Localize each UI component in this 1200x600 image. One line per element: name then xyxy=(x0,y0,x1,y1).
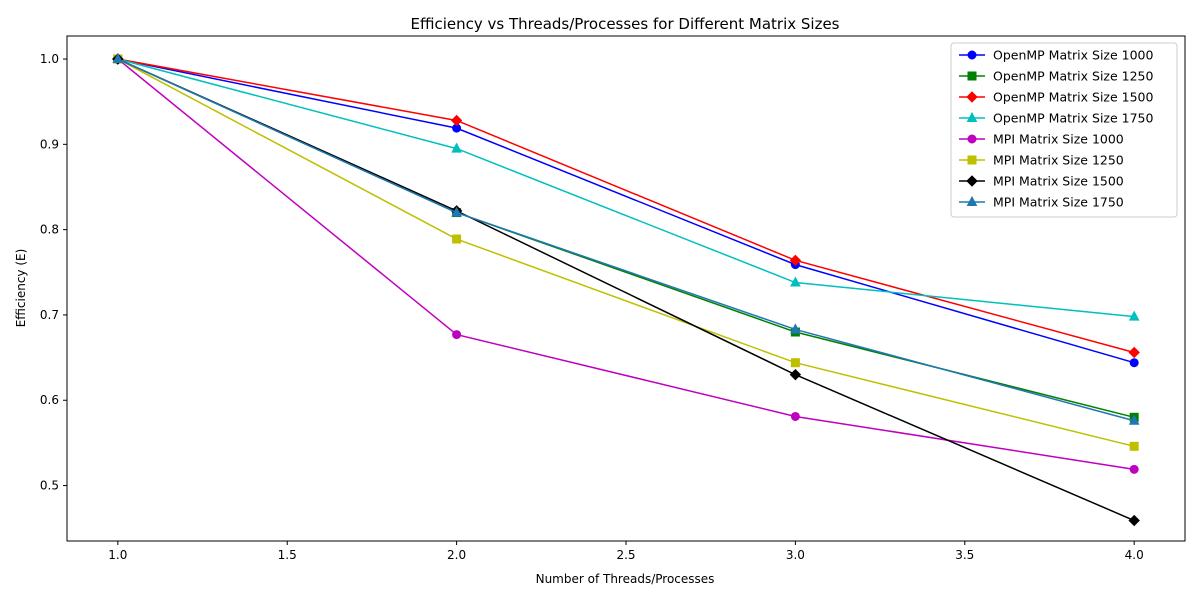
series-layer xyxy=(112,52,1140,527)
y-tick-label: 1.0 xyxy=(40,52,59,66)
series-line xyxy=(117,58,1135,364)
legend-item: OpenMP Matrix Size 1250 xyxy=(959,69,1154,84)
legend-label: OpenMP Matrix Size 1750 xyxy=(993,111,1154,126)
x-tick-label: 3.0 xyxy=(786,548,805,562)
series-line xyxy=(117,58,1135,471)
y-tick-label: 0.9 xyxy=(40,137,59,151)
data-point xyxy=(790,323,801,334)
data-point xyxy=(789,368,802,381)
y-axis: 0.5 0.6 0.7 0.8 0.9 1.0 xyxy=(40,52,67,493)
legend-item: OpenMP Matrix Size 1500 xyxy=(959,90,1154,105)
legend-marker xyxy=(966,195,978,206)
data-point xyxy=(112,52,124,64)
legend-item: OpenMP Matrix Size 1000 xyxy=(959,48,1154,63)
legend-label: MPI Matrix Size 1750 xyxy=(993,195,1124,210)
x-axis: 1.0 1.5 2.0 2.5 3.0 3.5 4.0 xyxy=(108,541,1144,562)
legend-label: OpenMP Matrix Size 1500 xyxy=(993,90,1154,105)
legend-item: OpenMP Matrix Size 1750 xyxy=(959,111,1154,126)
y-axis-title: Efficiency (E) xyxy=(14,249,28,328)
data-point xyxy=(790,358,800,368)
legend: OpenMP Matrix Size 1000 OpenMP Matrix Siz… xyxy=(950,42,1178,218)
y-tick-label: 0.7 xyxy=(40,308,59,322)
legend-label: MPI Matrix Size 1000 xyxy=(993,132,1124,147)
legend-label: MPI Matrix Size 1250 xyxy=(993,153,1124,168)
x-tick-label: 1.5 xyxy=(278,548,297,562)
data-point xyxy=(790,411,800,421)
x-axis-title: Number of Threads/Processes xyxy=(536,572,715,586)
data-point xyxy=(1129,441,1139,451)
legend-marker xyxy=(967,50,977,60)
data-point xyxy=(1129,464,1139,474)
data-point xyxy=(789,254,802,267)
y-tick-label: 0.5 xyxy=(40,479,59,493)
data-point xyxy=(1128,514,1140,527)
series-line xyxy=(117,58,1135,318)
legend-marker xyxy=(967,134,977,144)
series-line xyxy=(117,58,1135,522)
legend-label: OpenMP Matrix Size 1000 xyxy=(993,48,1154,63)
legend-box xyxy=(950,42,1178,218)
chart-title: Efficiency vs Threads/Processes for Diff… xyxy=(410,15,839,33)
legend-marker xyxy=(966,111,978,122)
data-point xyxy=(1128,414,1140,425)
legend-item: MPI Matrix Size 1750 xyxy=(959,195,1124,210)
data-point xyxy=(451,142,462,153)
y-tick-label: 0.8 xyxy=(40,223,59,237)
legend-marker xyxy=(967,71,977,81)
x-tick-label: 2.5 xyxy=(616,548,635,562)
data-point xyxy=(450,114,463,127)
data-point xyxy=(1128,310,1140,321)
legend-marker xyxy=(966,175,978,187)
series-line xyxy=(117,58,1135,448)
x-tick-label: 1.0 xyxy=(108,548,127,562)
legend-label: OpenMP Matrix Size 1250 xyxy=(993,69,1154,84)
data-point xyxy=(790,276,801,287)
series-8 xyxy=(112,52,1140,425)
legend-marker xyxy=(966,91,978,103)
data-point xyxy=(452,330,462,340)
legend-label: MPI Matrix Size 1500 xyxy=(993,174,1124,189)
x-tick-label: 2.0 xyxy=(447,548,466,562)
data-point xyxy=(1129,358,1139,368)
x-tick-label: 4.0 xyxy=(1125,548,1144,562)
data-point xyxy=(451,206,462,217)
series-line xyxy=(117,58,1135,354)
legend-item: MPI Matrix Size 1500 xyxy=(959,174,1124,189)
legend-marker xyxy=(967,155,977,165)
series-line xyxy=(117,58,1135,422)
legend-item: MPI Matrix Size 1000 xyxy=(959,132,1124,147)
legend-item: MPI Matrix Size 1250 xyxy=(959,153,1124,168)
x-tick-label: 3.5 xyxy=(955,548,974,562)
data-point xyxy=(1128,346,1140,359)
y-tick-label: 0.6 xyxy=(40,393,59,407)
data-point xyxy=(452,234,462,244)
